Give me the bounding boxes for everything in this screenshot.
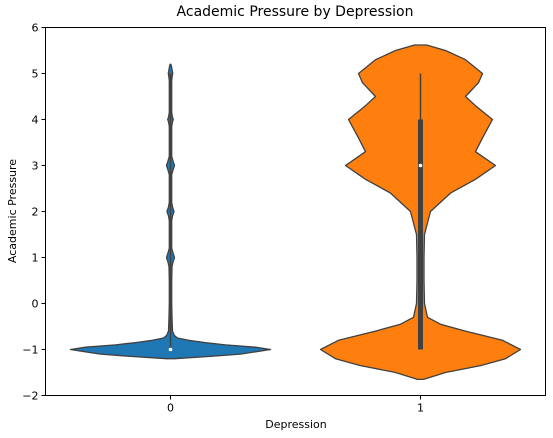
y-tick-label: 5 [32, 68, 39, 81]
y-axis: −2 −1 0 1 2 3 4 5 6 [22, 22, 46, 403]
y-tick-label: −1 [22, 344, 38, 357]
violin-median-1 [418, 163, 423, 168]
chart-title: Academic Pressure by Depression [176, 4, 414, 20]
violin-iqr-box-1 [418, 119, 423, 350]
y-tick-label: −2 [22, 390, 38, 403]
violin-median-0 [168, 347, 173, 352]
y-tick-label: 4 [32, 114, 39, 127]
y-tick-label: 2 [32, 206, 39, 219]
x-axis-label: Depression [265, 418, 327, 431]
x-tick-label: 0 [167, 402, 174, 415]
y-tick-label: 0 [32, 298, 39, 311]
violins-layer [69, 44, 522, 381]
y-tick-label: 1 [32, 252, 39, 265]
y-tick-label: 3 [32, 160, 39, 173]
x-tick-label: 1 [417, 402, 424, 415]
y-axis-label: Academic Pressure [6, 159, 19, 263]
y-tick-label: 6 [32, 22, 39, 35]
